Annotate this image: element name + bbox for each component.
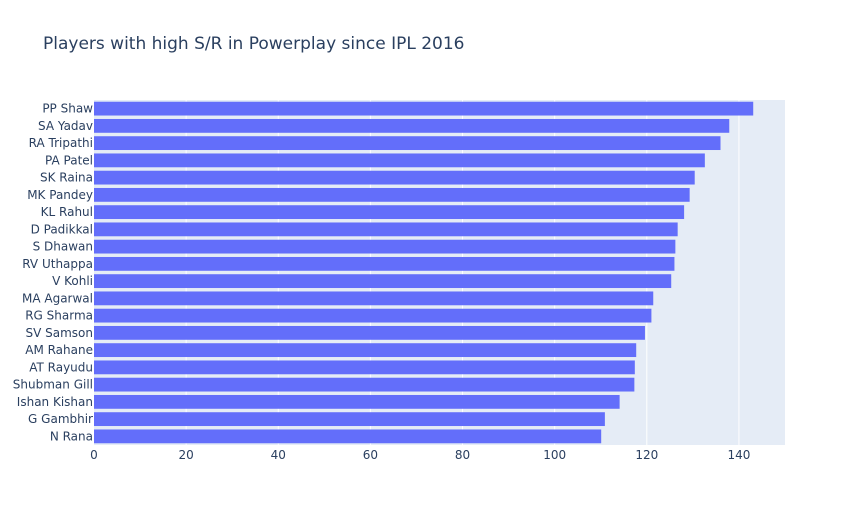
y-tick-label: RG Sharma [25, 309, 93, 323]
y-tick-label: SV Samson [26, 326, 94, 340]
y-tick-label: KL Rahul [41, 205, 93, 219]
y-tick-label: AM Rahane [25, 343, 93, 357]
bar [94, 187, 690, 202]
y-tick-label: V Kohli [52, 274, 93, 288]
y-tick-label: Ishan Kishan [17, 395, 93, 409]
y-tick-label: D Padikkal [31, 222, 93, 236]
x-tick-label: 0 [90, 448, 98, 462]
bar [94, 308, 652, 323]
bar [94, 153, 705, 168]
x-tick-label: 20 [178, 448, 193, 462]
bar [94, 394, 620, 409]
y-tick-label: SA Yadav [38, 119, 93, 133]
y-tick-label: MA Agarwal [22, 291, 93, 305]
y-tick-label: Shubman Gill [13, 378, 93, 392]
bar [94, 377, 635, 392]
x-tick-label: 100 [543, 448, 566, 462]
bar [94, 291, 654, 306]
y-tick-label: PP Shaw [42, 102, 93, 116]
bar [94, 274, 672, 289]
bar [94, 136, 721, 151]
bar [94, 360, 635, 375]
bar [94, 412, 605, 427]
bar [94, 222, 678, 237]
bar [94, 101, 754, 116]
x-tick-label: 60 [363, 448, 378, 462]
bar [94, 325, 645, 340]
plot-area [94, 100, 785, 445]
y-tick-label: RA Tripathi [29, 136, 93, 150]
bar [94, 118, 730, 133]
y-tick-label: N Rana [50, 429, 93, 443]
y-tick-label: S Dhawan [33, 240, 93, 254]
y-tick-label: MK Pandey [27, 188, 93, 202]
bar [94, 429, 602, 444]
y-tick-label: RV Uthappa [22, 257, 93, 271]
bar [94, 205, 685, 220]
x-tick-label: 120 [635, 448, 658, 462]
y-tick-label: AT Rayudu [29, 360, 93, 374]
y-tick-label: PA Patel [45, 153, 93, 167]
y-tick-label: G Gambhir [28, 412, 93, 426]
bar [94, 343, 637, 358]
x-tick-label: 40 [271, 448, 286, 462]
chart-title: Players with high S/R in Powerplay since… [43, 34, 465, 54]
bar [94, 239, 676, 254]
bar [94, 170, 695, 185]
x-tick-label: 140 [727, 448, 750, 462]
bar [94, 256, 675, 271]
y-tick-label: SK Raina [40, 171, 93, 185]
x-tick-label: 80 [455, 448, 470, 462]
